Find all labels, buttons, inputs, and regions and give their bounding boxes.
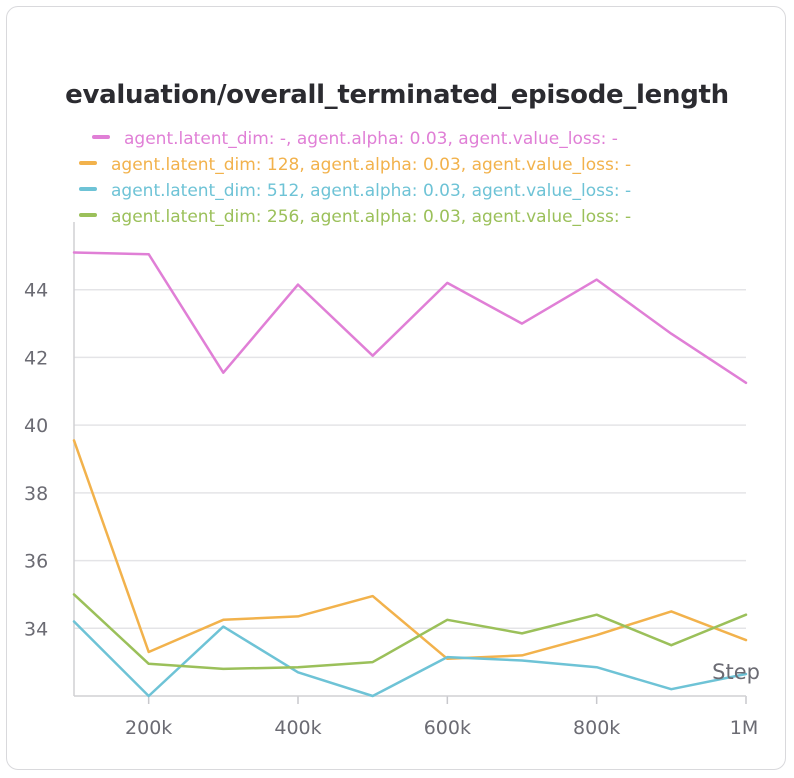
legend-item-2[interactable]: agent.latent_dim: 512, agent.alpha: 0.03…	[79, 178, 631, 204]
legend-item-0[interactable]: agent.latent_dim: -, agent.alpha: 0.03, …	[92, 126, 618, 152]
x-axis-label: Step	[712, 660, 760, 684]
series-line-0[interactable]	[72, 251, 748, 385]
legend-label-2: agent.latent_dim: 512, agent.alpha: 0.03…	[111, 181, 632, 201]
legend-label-3: agent.latent_dim: 256, agent.alpha: 0.03…	[111, 207, 632, 227]
chart-panel	[6, 6, 786, 770]
legend-swatch-2	[79, 187, 97, 191]
axes	[73, 222, 747, 704]
y-tick-label: 38	[24, 483, 48, 505]
x-tick-label: 800k	[573, 717, 620, 739]
y-tick-label: 36	[24, 551, 48, 573]
legend-swatch-0	[92, 135, 110, 139]
x-tick-label: 200k	[125, 717, 172, 739]
y-tick-label: 40	[24, 415, 48, 437]
x-tick-label: 1M	[730, 717, 758, 739]
y-tick-label: 34	[24, 618, 48, 640]
y-tick-label: 44	[24, 280, 48, 302]
series-line-2[interactable]	[72, 620, 748, 698]
legend-swatch-1	[79, 161, 97, 165]
legend-swatch-3	[79, 213, 97, 217]
grid-lines	[74, 288, 746, 630]
series-line-3[interactable]	[72, 593, 748, 671]
x-tick-label: 400k	[274, 717, 321, 739]
legend-label-1: agent.latent_dim: 128, agent.alpha: 0.03…	[111, 155, 632, 175]
legend-item-3[interactable]: agent.latent_dim: 256, agent.alpha: 0.03…	[79, 204, 631, 230]
chart-title: evaluation/overall_terminated_episode_le…	[65, 80, 729, 110]
series-line-1[interactable]	[72, 439, 748, 661]
x-tick-label: 600k	[424, 717, 471, 739]
tick-labels: 34 36 38 40 42 44 200k 400k 600k 800k 1M Step	[24, 280, 760, 739]
y-tick-label: 42	[24, 347, 48, 369]
legend-item-1[interactable]: agent.latent_dim: 128, agent.alpha: 0.03…	[79, 152, 631, 178]
legend-label-0: agent.latent_dim: -, agent.alpha: 0.03, …	[124, 129, 618, 149]
series-lines	[72, 251, 748, 698]
